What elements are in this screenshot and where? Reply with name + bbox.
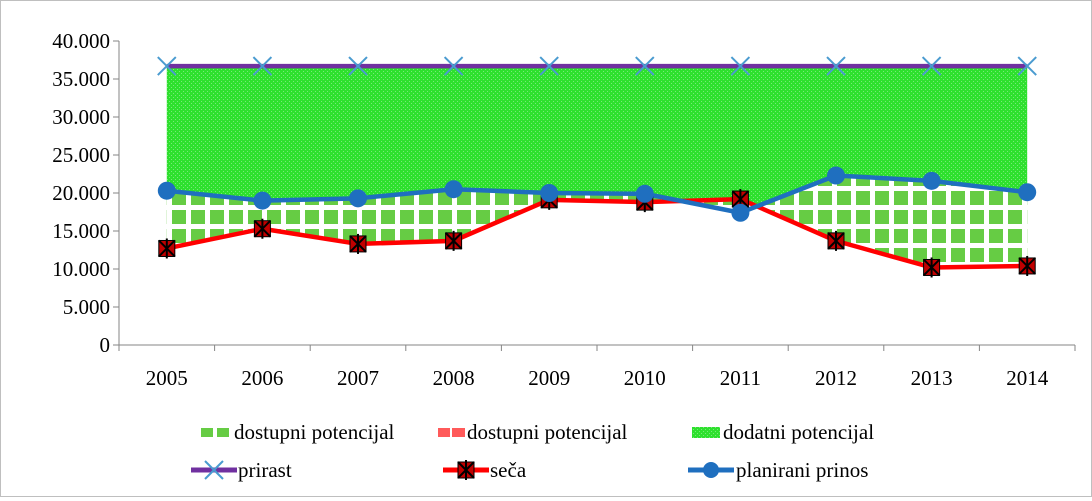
marker-xsquare-1-0 xyxy=(158,238,176,259)
marker-xsquare-1-3 xyxy=(444,230,463,251)
legend-item-planirani: planirani prinos xyxy=(688,458,868,482)
marker-circle-2-7 xyxy=(827,166,845,185)
marker-x-0-4 xyxy=(539,56,559,76)
x-tick-label: 2010 xyxy=(624,366,666,390)
marker-circle-2-4 xyxy=(540,184,559,202)
legend-label-4: seča xyxy=(490,458,527,482)
series-lines xyxy=(166,63,1028,270)
marker-circle-2-9 xyxy=(1018,183,1037,202)
y-tick-label: 20.000 xyxy=(52,181,110,205)
marker-xsquare-1-8 xyxy=(922,257,941,278)
marker-x-0-0 xyxy=(157,56,177,76)
x-tick-label: 2005 xyxy=(146,366,188,390)
y-tick-label: 40.000 xyxy=(52,29,110,53)
legend-label-1: dostupni potencijal xyxy=(467,420,628,444)
x-tick-label: 2013 xyxy=(911,366,953,390)
legend-label-0: dostupni potencijal xyxy=(234,420,395,444)
y-tick-label: 35.000 xyxy=(52,67,110,91)
marker-x-0-1 xyxy=(252,56,273,76)
marker-x-0-8 xyxy=(921,56,942,76)
legend-item-dostupni-red: dostupni potencijal xyxy=(438,420,628,444)
legend-swatch-green-dots xyxy=(692,427,720,438)
legend-item-prirast: prirast xyxy=(191,458,292,482)
x-tick-label: 2007 xyxy=(337,366,379,390)
x-tick-label: 2012 xyxy=(815,366,857,390)
legend-label-2: dodatni potencijal xyxy=(723,420,874,444)
marker-circle-2-0 xyxy=(157,181,176,200)
marker-circle-2-2 xyxy=(349,189,367,208)
marker-x-0-9 xyxy=(1017,56,1037,76)
legend-item-dostupni-green: dostupni potencijal xyxy=(201,420,395,444)
area-dostupni-potencijal-green xyxy=(166,175,1028,268)
marker-x-0-3 xyxy=(443,56,464,76)
legend-marker-xsquare xyxy=(457,460,475,480)
x-tick-label: 2014 xyxy=(1006,366,1049,390)
x-tick-label: 2011 xyxy=(720,366,761,390)
y-tick-label: 30.000 xyxy=(52,105,110,129)
legend-marker-circle xyxy=(703,462,719,478)
marker-x-0-7 xyxy=(826,56,846,76)
series-line-1 xyxy=(166,196,1028,270)
area-layer xyxy=(166,66,1028,268)
marker-xsquare-1-6 xyxy=(731,189,750,210)
marker-xsquare-1-1 xyxy=(253,218,272,239)
marker-x-0-6 xyxy=(730,56,751,76)
marker-circle-2-1 xyxy=(253,191,272,210)
marker-x-0-2 xyxy=(348,56,368,76)
legend: dostupni potencijal dostupni potencijal … xyxy=(191,420,874,482)
marker-xsquare-1-9 xyxy=(1018,255,1036,276)
y-tick-label: 5.000 xyxy=(63,295,110,319)
legend-label-5: planirani prinos xyxy=(736,458,868,482)
x-tick-label: 2006 xyxy=(241,366,283,390)
marker-x-0-5 xyxy=(635,56,655,76)
marker-circle-2-3 xyxy=(444,180,463,199)
y-tick-label: 0 xyxy=(100,333,111,357)
legend-marker-x xyxy=(204,460,224,480)
series-line-2 xyxy=(166,173,1028,216)
marker-xsquare-1-2 xyxy=(349,233,367,254)
y-tick-label: 10.000 xyxy=(52,257,110,281)
marker-circle-2-5 xyxy=(635,184,654,203)
marker-circle-2-6 xyxy=(731,203,750,222)
y-tick-label: 25.000 xyxy=(52,143,110,167)
y-ticks: 0 5.000 10.000 15.000 20.000 25.000 30.000 35.0… xyxy=(52,29,119,357)
legend-item-dodatni: dodatni potencijal xyxy=(692,420,874,444)
x-tick-label: 2008 xyxy=(433,366,475,390)
legend-label-3: prirast xyxy=(238,458,292,482)
legend-swatch-red xyxy=(438,428,465,437)
area-dodatni-potencijal xyxy=(166,66,1028,213)
series-markers xyxy=(157,56,1037,278)
legend-swatch-green-dashes xyxy=(201,428,229,437)
y-tick-label: 15.000 xyxy=(52,219,110,243)
legend-item-seca: seča xyxy=(443,458,527,482)
x-ticks: 2005 2006 2007 2008 2009 2010 2011 2012 2013 2014 xyxy=(118,345,1076,390)
x-tick-label: 2009 xyxy=(528,366,570,390)
marker-circle-2-8 xyxy=(922,171,941,190)
marker-xsquare-1-7 xyxy=(827,230,845,251)
